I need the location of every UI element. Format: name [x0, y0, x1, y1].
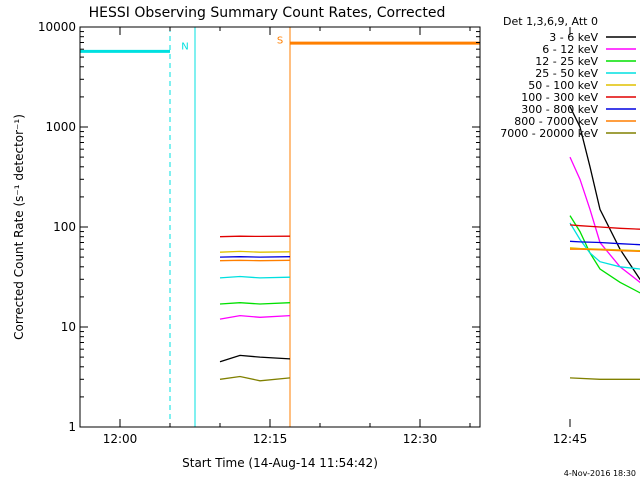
- x-tick-label: 12:15: [253, 432, 288, 446]
- marker-label: N: [181, 42, 188, 53]
- legend-label: 12 - 25 keV: [535, 55, 598, 68]
- date-stamp: 4-Nov-2016 18:30: [564, 469, 636, 478]
- series-line-4-0: [219, 250, 291, 253]
- series-line-8-1: [569, 377, 640, 380]
- y-axis-ticks: 1 10 100 1000 10000: [38, 20, 480, 434]
- legend-label: 6 - 12 keV: [542, 43, 598, 56]
- series-line-2-0: [219, 302, 291, 305]
- annotation-lines: [79, 27, 481, 427]
- series-group: [219, 106, 640, 382]
- x-tick-label: 12:30: [403, 432, 438, 446]
- series-line-5-0: [219, 235, 291, 238]
- y-tick-label: 1: [68, 420, 76, 434]
- series-line-8-0: [219, 375, 291, 382]
- y-tick-label: 100: [53, 220, 76, 234]
- legend-label: 50 - 100 keV: [528, 79, 598, 92]
- legend-label: 7000 - 20000 keV: [500, 127, 598, 140]
- series-line-5-1: [569, 224, 640, 230]
- chart-title: HESSI Observing Summary Count Rates, Cor…: [89, 5, 446, 21]
- series-line-3-1: [569, 222, 640, 270]
- legend-label: 100 - 300 keV: [521, 91, 598, 104]
- series-line-7-1: [570, 248, 640, 253]
- series-line-1-0: [219, 314, 291, 320]
- y-tick-label: 1000: [45, 120, 76, 134]
- legend-label: 800 - 7000 keV: [514, 115, 598, 128]
- marker-label: S: [277, 35, 283, 46]
- series-line-0-1: [569, 106, 640, 281]
- legend-label: 300 - 800 keV: [521, 103, 598, 116]
- x-tick-label: 12:00: [103, 432, 138, 446]
- legend-label: 3 - 6 keV: [549, 31, 598, 44]
- y-axis-label: Corrected Count Rate (s⁻¹ detector⁻¹): [12, 114, 26, 340]
- legend-header: Det 1,3,6,9, Att 0: [503, 15, 598, 28]
- y-tick-label: 10: [61, 320, 76, 334]
- y-tick-label: 10000: [38, 20, 76, 34]
- x-axis-label: Start Time (14-Aug-14 11:54:42): [182, 456, 378, 470]
- x-tick-label: 12:45: [553, 432, 588, 446]
- legend-label: 25 - 50 keV: [535, 67, 598, 80]
- series-line-0-0: [219, 354, 291, 363]
- series-line-6-1: [569, 240, 640, 246]
- series-line-3-0: [219, 275, 291, 279]
- series-line-2-1: [569, 215, 640, 294]
- series-line-4-1: [569, 247, 640, 252]
- series-line-1-1: [569, 156, 640, 284]
- marker-letters: NS: [181, 35, 283, 52]
- plot-frame: [79, 26, 481, 428]
